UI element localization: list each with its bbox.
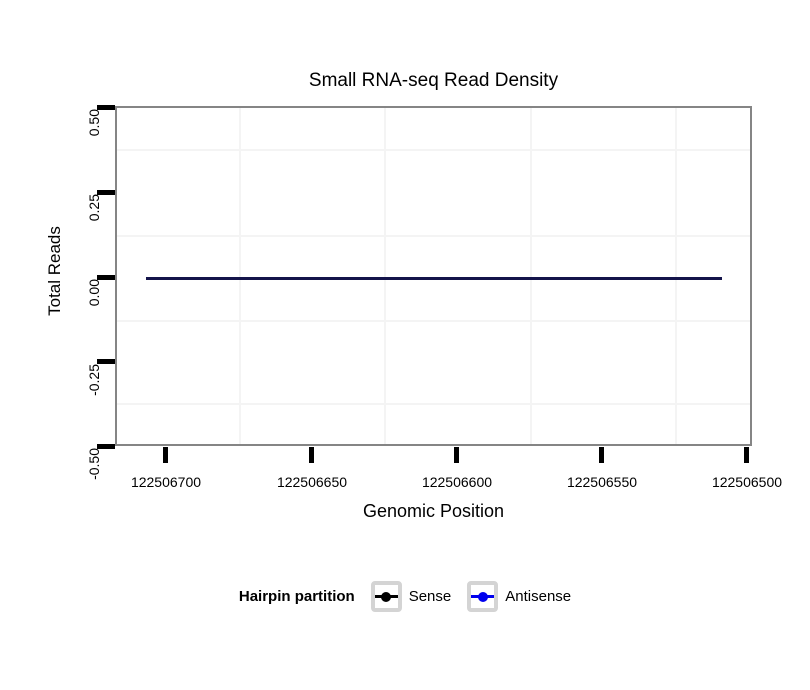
legend-key-antisense: [467, 581, 499, 612]
legend: Hairpin partition Sense Antisense: [0, 581, 810, 612]
x-axis-title: Genomic Position: [362, 501, 505, 521]
y-tick-label: -0.50: [86, 448, 102, 480]
x-tick-label: 122506550: [566, 474, 638, 490]
antisense-point-swatch-icon: [477, 591, 488, 602]
legend-label-antisense: Antisense: [505, 588, 572, 605]
x-tick-label: 122506500: [711, 474, 783, 490]
legend-entry-antisense: Antisense: [467, 581, 571, 612]
x-tick-label: 122506650: [276, 474, 348, 490]
legend-label-sense: Sense: [408, 588, 452, 605]
sense-point-swatch-icon: [381, 591, 392, 602]
y-tick-label: 0.00: [86, 279, 102, 307]
x-tick-mark: [744, 447, 749, 463]
minor-gridline-vertical: [530, 108, 532, 444]
x-tick-mark: [309, 447, 314, 463]
y-axis-title: Total Reads: [45, 226, 64, 316]
y-tick-mark: [97, 275, 115, 280]
minor-gridline-vertical: [384, 108, 386, 444]
y-tick-mark: [97, 105, 115, 110]
minor-gridline-horizontal: [117, 149, 750, 151]
minor-gridline-horizontal: [117, 403, 750, 405]
x-tick-label: 122506600: [421, 474, 493, 490]
x-tick-mark: [454, 447, 459, 463]
read-density-line-sense-antisense-overlap: [146, 277, 722, 280]
minor-gridline-vertical: [239, 108, 241, 444]
x-tick-label: 122506700: [130, 474, 202, 490]
y-tick-label: 0.50: [86, 109, 102, 137]
legend-title: Hairpin partition: [238, 588, 355, 605]
x-tick-mark: [599, 447, 604, 463]
legend-entry-sense: Sense: [370, 581, 452, 612]
y-tick-label: -0.25: [86, 364, 102, 396]
y-tick-mark: [97, 444, 115, 449]
y-tick-label: 0.25: [86, 194, 102, 222]
minor-gridline-horizontal: [117, 320, 750, 322]
chart-title: Small RNA-seq Read Density: [308, 70, 559, 91]
y-tick-mark: [97, 359, 115, 364]
x-tick-mark: [163, 447, 168, 463]
minor-gridline-horizontal: [117, 235, 750, 237]
minor-gridline-vertical: [675, 108, 677, 444]
y-tick-mark: [97, 190, 115, 195]
legend-key-sense: [370, 581, 402, 612]
plot-panel: [115, 106, 752, 446]
